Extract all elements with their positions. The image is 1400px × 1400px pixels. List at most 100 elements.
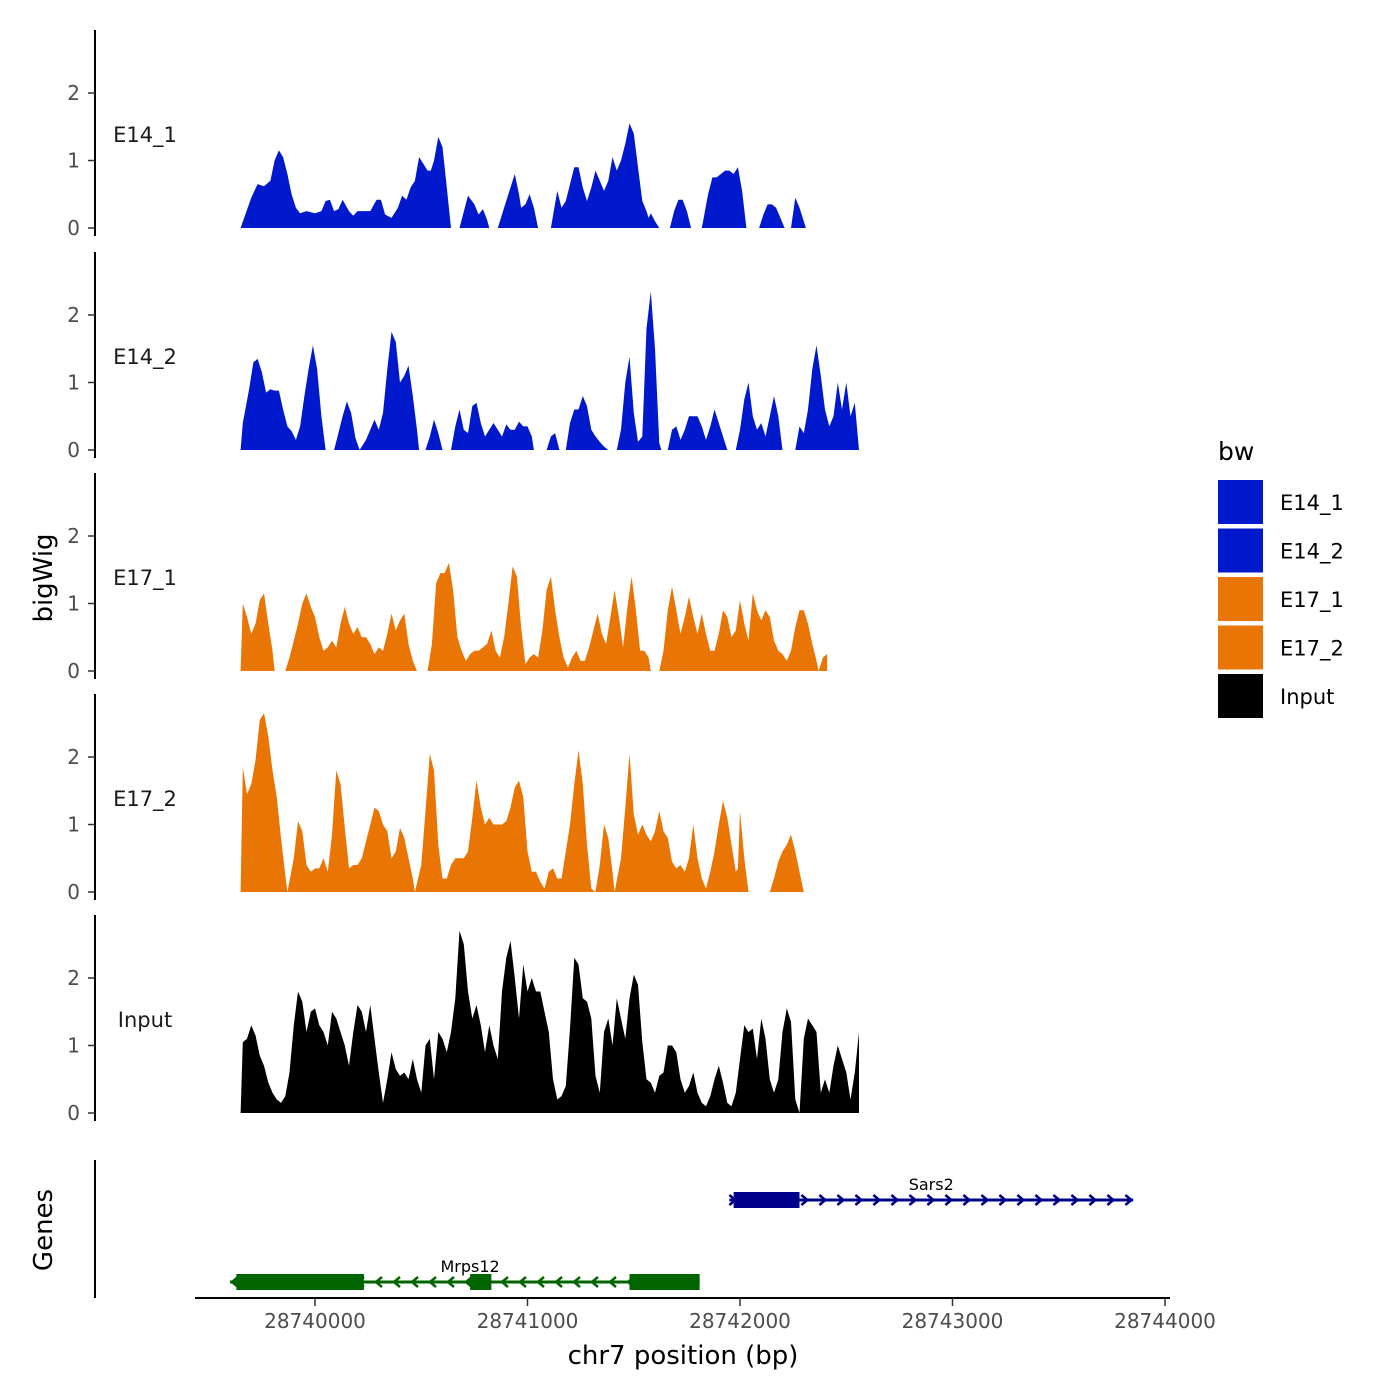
strand-arrow bbox=[518, 1276, 527, 1288]
track-label: E17_1 bbox=[113, 566, 177, 591]
strand-arrow bbox=[854, 1194, 864, 1206]
track-e17-2: 0 1 2 E17_2 bbox=[67, 694, 804, 904]
legend-entry-e17-2: E17_2 bbox=[1218, 625, 1344, 670]
track-e17-1: 0 1 2 E17_1 bbox=[67, 473, 828, 683]
strand-arrow bbox=[554, 1276, 563, 1288]
legend: bw E14_1 E14_2 E17_1 E17_2 Input bbox=[1218, 437, 1344, 718]
y-tick-label: 1 bbox=[67, 592, 80, 616]
y-axis-title: bigWig bbox=[29, 533, 59, 622]
track-input: 0 1 2 Input bbox=[67, 915, 860, 1125]
y-tick-label: 2 bbox=[67, 524, 80, 548]
y-tick-label: 0 bbox=[67, 659, 80, 683]
exon bbox=[629, 1274, 700, 1290]
gene-label: Sars2 bbox=[909, 1175, 954, 1194]
exon bbox=[470, 1274, 492, 1290]
strand-arrow bbox=[428, 1276, 437, 1288]
exon bbox=[236, 1274, 364, 1290]
coverage-area-e17-2 bbox=[240, 713, 804, 892]
x-tick-label: 28741000 bbox=[477, 1309, 579, 1333]
strand-arrow bbox=[872, 1194, 882, 1206]
legend-swatch bbox=[1218, 625, 1263, 670]
y-tick-label: 2 bbox=[67, 966, 80, 990]
y-tick-label: 1 bbox=[67, 149, 80, 173]
genes-axis-title: Genes bbox=[29, 1189, 59, 1271]
y-tick-label: 2 bbox=[67, 745, 80, 769]
strand-arrow bbox=[1052, 1194, 1062, 1206]
track-e14-1: 0 1 2 E14_1 bbox=[67, 30, 806, 240]
strand-arrow bbox=[1088, 1194, 1098, 1206]
y-tick-label: 0 bbox=[67, 880, 80, 904]
strand-arrow bbox=[1070, 1194, 1080, 1206]
coverage-area-e17-1 bbox=[240, 563, 828, 671]
legend-swatch bbox=[1218, 577, 1263, 621]
legend-label: E14_1 bbox=[1280, 491, 1344, 516]
strand-arrow bbox=[890, 1194, 900, 1206]
strand-arrow bbox=[908, 1194, 918, 1206]
coverage-tracks: 0 1 2 E14_1 0 1 2 E14_2 0 1 2 E17_1 0 1 2 E17_2 0 1 2 Input bbox=[67, 30, 860, 1125]
gene-mrps12: Mrps12 bbox=[230, 1257, 700, 1290]
track-label: Input bbox=[118, 1008, 172, 1032]
legend-swatch bbox=[1218, 528, 1263, 573]
strand-arrow bbox=[1124, 1194, 1134, 1206]
legend-entry-e17-1: E17_1 bbox=[1218, 577, 1344, 621]
strand-arrow bbox=[572, 1276, 581, 1288]
legend-entry-e14-2: E14_2 bbox=[1218, 528, 1344, 573]
y-tick-label: 1 bbox=[67, 371, 80, 395]
strand-arrow bbox=[944, 1194, 954, 1206]
strand-arrow bbox=[590, 1276, 599, 1288]
x-tick-label: 28743000 bbox=[902, 1309, 1004, 1333]
legend-label: E17_2 bbox=[1280, 637, 1344, 662]
track-label: E14_1 bbox=[113, 123, 177, 148]
strand-arrow bbox=[962, 1194, 972, 1206]
y-tick-label: 0 bbox=[67, 216, 80, 240]
legend-title: bw bbox=[1218, 437, 1254, 466]
y-tick-label: 0 bbox=[67, 1101, 80, 1125]
y-tick-label: 2 bbox=[67, 81, 80, 105]
strand-arrow bbox=[998, 1194, 1008, 1206]
x-tick-label: 28740000 bbox=[264, 1309, 366, 1333]
strand-arrow bbox=[446, 1276, 455, 1288]
strand-arrow bbox=[836, 1194, 846, 1206]
strand-arrow bbox=[608, 1276, 617, 1288]
genes-panel: Sars2 Mrps12 bbox=[94, 1160, 1134, 1298]
exon bbox=[733, 1192, 800, 1208]
legend-entry-e14-1: E14_1 bbox=[1218, 480, 1344, 524]
strand-arrow bbox=[464, 1276, 473, 1288]
strand-arrow bbox=[1034, 1194, 1044, 1206]
legend-label: E14_2 bbox=[1280, 540, 1344, 565]
strand-arrow bbox=[410, 1276, 419, 1288]
coverage-area-input bbox=[240, 930, 860, 1113]
track-e14-2: 0 1 2 E14_2 bbox=[67, 252, 860, 462]
legend-swatch bbox=[1218, 674, 1263, 718]
strand-arrow bbox=[1016, 1194, 1026, 1206]
strand-arrow bbox=[1106, 1194, 1116, 1206]
x-axis: 28740000 28741000 28742000 28743000 28744000 bbox=[195, 1297, 1216, 1333]
strand-arrow bbox=[980, 1194, 990, 1206]
gene-label: Mrps12 bbox=[441, 1257, 500, 1276]
strand-arrow bbox=[800, 1194, 810, 1206]
strand-arrow bbox=[374, 1276, 383, 1288]
strand-arrow bbox=[392, 1276, 401, 1288]
strand-arrow bbox=[536, 1276, 545, 1288]
legend-label: E17_1 bbox=[1280, 588, 1344, 613]
gene-sars2: Sars2 bbox=[728, 1175, 1134, 1208]
track-label: E14_2 bbox=[113, 345, 177, 370]
x-tick-label: 28744000 bbox=[1114, 1309, 1216, 1333]
legend-entry-input: Input bbox=[1218, 674, 1334, 718]
strand-arrow bbox=[818, 1194, 828, 1206]
legend-label: Input bbox=[1280, 685, 1334, 709]
coverage-area-e14-2 bbox=[240, 291, 860, 450]
strand-arrow bbox=[926, 1194, 936, 1206]
y-tick-label: 1 bbox=[67, 813, 80, 837]
y-tick-label: 1 bbox=[67, 1034, 80, 1058]
legend-swatch bbox=[1218, 480, 1263, 524]
x-axis-title: chr7 position (bp) bbox=[568, 1341, 799, 1371]
track-label: E17_2 bbox=[113, 787, 177, 812]
strand-arrow bbox=[230, 1276, 239, 1288]
x-tick-label: 28742000 bbox=[689, 1309, 791, 1333]
strand-arrow bbox=[500, 1276, 509, 1288]
y-tick-label: 2 bbox=[67, 303, 80, 327]
coverage-area-e14-1 bbox=[240, 123, 806, 228]
